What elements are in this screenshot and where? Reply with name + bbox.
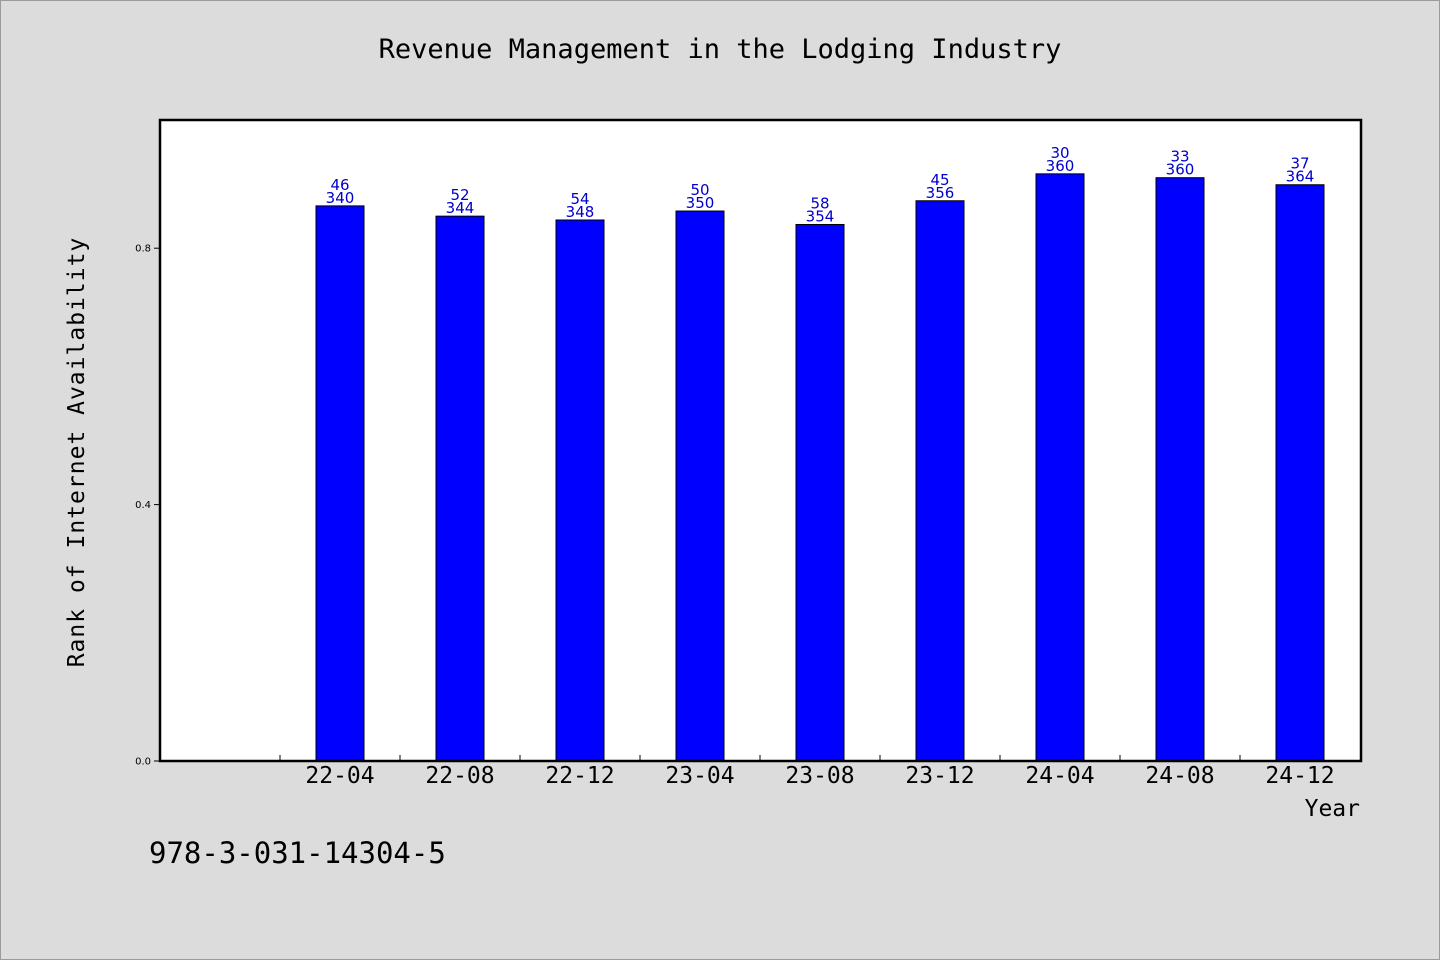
x-axis-label: Year — [1304, 796, 1360, 822]
bar-label-top: 30 — [1050, 144, 1069, 162]
y-tick-label: 0.4 — [135, 500, 151, 511]
bar-label-bottom: 340 — [326, 189, 355, 207]
x-tick-label: 23-12 — [905, 763, 974, 789]
x-tick-label: 24-12 — [1265, 763, 1334, 789]
bar-label-top: 54 — [570, 190, 589, 208]
bar-label-bottom: 350 — [686, 194, 715, 212]
bar-label-bottom: 360 — [1166, 161, 1195, 179]
bar-label-top: 50 — [690, 181, 709, 199]
bar — [915, 200, 965, 762]
bar-label-top: 33 — [1170, 148, 1189, 166]
bar-label-top: 58 — [810, 194, 829, 212]
bar — [1155, 177, 1205, 762]
bar-label-top: 52 — [450, 186, 469, 204]
bar-label-top: 45 — [930, 171, 949, 189]
bar-label-bottom: 364 — [1286, 168, 1315, 186]
bar-label-top: 46 — [330, 176, 349, 194]
bar-label-bottom: 354 — [806, 207, 835, 225]
y-tick-label: 0.0 — [135, 757, 151, 768]
x-tick-label: 22-04 — [305, 763, 374, 789]
bar — [435, 215, 485, 762]
x-tick-label: 22-08 — [425, 763, 494, 789]
bar-label-bottom: 356 — [926, 184, 955, 202]
bar — [1275, 184, 1325, 762]
chart-title: Revenue Management in the Lodging Indust… — [378, 34, 1062, 65]
bar-label-bottom: 360 — [1046, 157, 1075, 175]
bar — [795, 223, 845, 762]
x-tick-label: 24-04 — [1025, 763, 1094, 789]
bar-label-bottom: 348 — [566, 203, 595, 221]
bar — [675, 210, 725, 762]
x-tick-label: 23-08 — [785, 763, 854, 789]
x-tick-label: 24-08 — [1145, 763, 1214, 789]
y-tick-label: 0.8 — [135, 244, 151, 255]
x-tick-label: 23-04 — [665, 763, 734, 789]
x-tick-label: 22-12 — [545, 763, 614, 789]
isbn-text: 978-3-031-14304-5 — [149, 836, 446, 870]
bar — [555, 219, 605, 762]
bar — [315, 205, 365, 762]
bar-label-top: 37 — [1290, 155, 1309, 173]
bar — [1035, 173, 1085, 762]
plot-frame — [158, 118, 1363, 763]
bar-label-bottom: 344 — [446, 199, 475, 217]
